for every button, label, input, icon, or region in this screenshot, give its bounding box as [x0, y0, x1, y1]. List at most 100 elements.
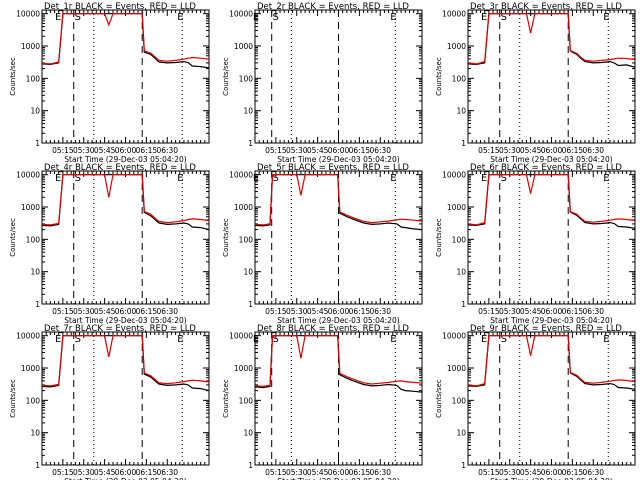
plot-frame: [41, 170, 210, 305]
x-axis-label: Start Time (29-Dec-03 05:04:20): [277, 477, 399, 480]
y-tick-label: 10000: [229, 10, 253, 19]
y-tick-label: 1: [461, 461, 466, 470]
flag-marker: E: [55, 334, 61, 345]
x-tick-label: 05:15: [478, 468, 500, 477]
plot-frame: [467, 331, 636, 466]
x-axis-label: Start Time (29-Dec-03 05:04:20): [277, 155, 399, 164]
x-tick-label: 06:00: [328, 468, 350, 477]
flag-marker: E: [481, 12, 487, 23]
y-tick-label: 1000: [234, 203, 253, 212]
y-tick-label: 1: [35, 461, 40, 470]
y-tick-label: 10: [30, 268, 40, 277]
lld-series-line: [42, 174, 209, 226]
x-tick-label: 06:15: [562, 468, 584, 477]
flag-marker: S: [75, 334, 81, 345]
lld-series-line: [42, 13, 209, 65]
plot-frame: [467, 9, 636, 144]
events-series-line: [42, 335, 209, 392]
y-axis-label: Counts/sec: [222, 57, 230, 96]
x-tick-label: 06:30: [582, 146, 604, 155]
x-tick-label: 05:30: [73, 146, 95, 155]
y-tick-label: 10000: [442, 171, 466, 180]
y-tick-label: 1000: [234, 364, 253, 373]
y-tick-label: 1000: [447, 42, 466, 51]
y-axis-label: Counts/sec: [435, 218, 443, 257]
flag-marker: S: [501, 334, 507, 345]
x-tick-label: 06:30: [156, 468, 178, 477]
y-axis-label: Counts/sec: [9, 218, 17, 257]
x-tick-label: 06:30: [369, 307, 391, 316]
x-axis-label: Start Time (29-Dec-03 05:04:20): [490, 477, 612, 480]
x-tick-label: 06:00: [328, 146, 350, 155]
y-tick-label: 10: [30, 107, 40, 116]
y-tick-label: 100: [452, 74, 467, 83]
x-tick-label: 05:45: [94, 307, 116, 316]
flag-marker: E: [253, 12, 259, 23]
y-tick-label: 10000: [16, 10, 40, 19]
x-axis-label: Start Time (29-Dec-03 05:04:20): [64, 155, 186, 164]
events-series-line: [42, 174, 209, 231]
y-tick-label: 1000: [21, 364, 40, 373]
x-tick-label: 06:15: [349, 307, 371, 316]
y-tick-label: 1: [35, 139, 40, 148]
x-tick-label: 06:30: [582, 468, 604, 477]
x-tick-label: 06:00: [115, 468, 137, 477]
plot-frame: [467, 170, 636, 305]
x-tick-label: 05:30: [499, 146, 521, 155]
panel-title: Det_1r BLACK = Events, RED = LLD: [44, 2, 196, 12]
x-axis-label: Start Time (29-Dec-03 05:04:20): [277, 316, 399, 325]
y-tick-label: 100: [452, 235, 467, 244]
x-tick-label: 05:15: [52, 307, 74, 316]
flag-marker: S: [273, 334, 279, 345]
x-tick-label: 05:45: [307, 468, 329, 477]
x-tick-label: 06:30: [582, 307, 604, 316]
flag-marker: E: [390, 12, 396, 23]
x-tick-label: 05:15: [478, 146, 500, 155]
lld-series-line: [42, 335, 209, 387]
x-axis-label: Start Time (29-Dec-03 05:04:20): [490, 155, 612, 164]
y-tick-label: 10: [243, 107, 253, 116]
x-tick-label: 05:15: [478, 307, 500, 316]
y-tick-label: 10: [456, 107, 466, 116]
x-tick-label: 05:30: [499, 468, 521, 477]
flag-marker: E: [603, 173, 609, 184]
x-tick-label: 05:15: [265, 146, 287, 155]
x-tick-label: 06:00: [541, 146, 563, 155]
x-tick-label: 05:45: [94, 468, 116, 477]
y-tick-label: 10: [243, 268, 253, 277]
x-axis-label: Start Time (29-Dec-03 05:04:20): [64, 477, 186, 480]
x-tick-label: 05:15: [265, 307, 287, 316]
flag-marker: E: [177, 173, 183, 184]
x-tick-label: 06:15: [136, 307, 158, 316]
x-tick-label: 05:15: [52, 146, 74, 155]
x-tick-label: 06:00: [328, 307, 350, 316]
lld-series-line: [255, 335, 422, 388]
y-tick-label: 1: [248, 139, 253, 148]
flag-marker: E: [253, 334, 259, 345]
x-tick-label: 06:15: [562, 307, 584, 316]
x-tick-label: 06:15: [136, 146, 158, 155]
y-axis-label: Counts/sec: [222, 218, 230, 257]
y-tick-label: 1: [461, 139, 466, 148]
x-tick-label: 05:30: [286, 146, 308, 155]
y-tick-label: 10000: [16, 332, 40, 341]
y-tick-label: 100: [26, 74, 41, 83]
panel-title: Det_4r BLACK = Events, RED = LLD: [44, 163, 196, 173]
y-tick-label: 1: [248, 461, 253, 470]
y-tick-label: 100: [26, 396, 41, 405]
x-tick-label: 06:00: [541, 468, 563, 477]
x-tick-label: 06:15: [349, 468, 371, 477]
y-tick-label: 10: [456, 268, 466, 277]
y-tick-label: 100: [26, 235, 41, 244]
x-tick-label: 06:00: [115, 146, 137, 155]
flag-marker: E: [603, 334, 609, 345]
x-tick-label: 05:45: [307, 307, 329, 316]
flag-marker: E: [390, 334, 396, 345]
x-axis-label: Start Time (29-Dec-03 05:04:20): [64, 316, 186, 325]
